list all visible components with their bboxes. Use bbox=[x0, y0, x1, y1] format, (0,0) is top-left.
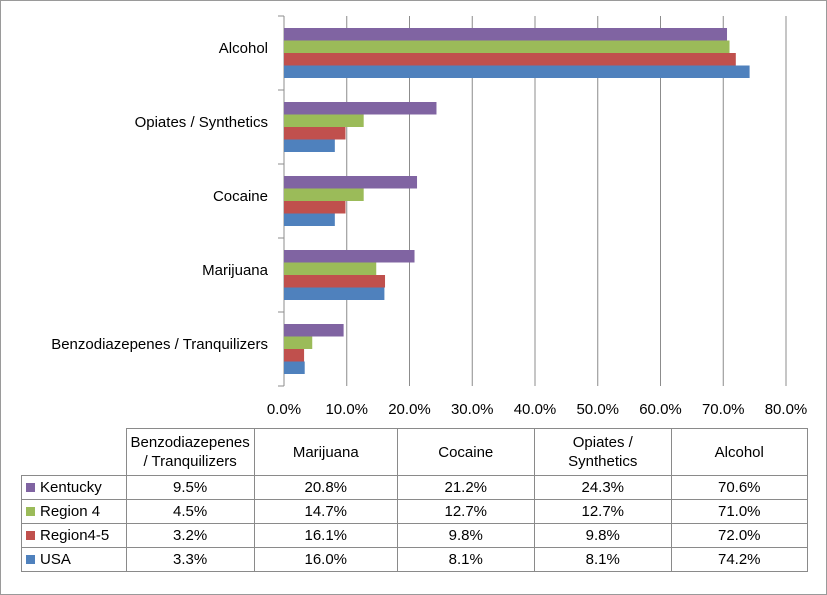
table-cell: 16.0% bbox=[253, 547, 398, 572]
chart: 0.0% 10.0% 20.0% 30.0% 40.0% 50.0% 60.0% 70.0% 8… bbox=[51, 15, 808, 418]
table-cell: 9.8% bbox=[396, 523, 535, 548]
table-cell: 12.7% bbox=[533, 499, 672, 524]
table-header-row: Benzodiazepenes / Tranquilizers Marijuana… bbox=[22, 428, 808, 476]
legend-entry: USA bbox=[21, 547, 127, 572]
legend-label: Region4-5 bbox=[40, 527, 110, 544]
y-tick-label: Benzodiazepenes / Tranquilizers bbox=[51, 336, 268, 353]
bar bbox=[284, 28, 728, 41]
bar bbox=[284, 188, 364, 201]
x-tick-label: 10.0% bbox=[325, 401, 368, 418]
bar bbox=[284, 336, 313, 349]
y-tick-label: Opiates / Synthetics bbox=[135, 114, 268, 131]
y-tick-label: Cocaine bbox=[213, 188, 268, 205]
bar bbox=[284, 176, 418, 189]
legend-entry: Region 4 bbox=[21, 499, 127, 524]
bar bbox=[284, 40, 730, 53]
table-cell: 71.0% bbox=[670, 499, 808, 524]
x-tick-label: 80.0% bbox=[765, 401, 808, 418]
bar bbox=[284, 213, 335, 226]
table-header-cell: Benzodiazepenes / Tranquilizers bbox=[125, 428, 255, 476]
x-tick-label: 70.0% bbox=[702, 401, 745, 418]
table-cell: 12.7% bbox=[396, 499, 535, 524]
legend-label: Kentucky bbox=[40, 479, 102, 496]
x-tick-label: 40.0% bbox=[514, 401, 557, 418]
bar bbox=[284, 127, 346, 140]
x-tick-label: 60.0% bbox=[639, 401, 682, 418]
bar bbox=[284, 250, 415, 263]
table-cell: 3.2% bbox=[125, 523, 255, 548]
y-tick-label: Alcohol bbox=[219, 40, 268, 57]
table-cell: 20.8% bbox=[253, 475, 398, 500]
table-row: USA 3.3% 16.0% 8.1% 8.1% 74.2% bbox=[21, 547, 808, 572]
table-row: Kentucky 9.5% 20.8% 21.2% 24.3% 70.6% bbox=[21, 475, 808, 500]
table-cell: 74.2% bbox=[670, 547, 808, 572]
table-header-cell: Cocaine bbox=[396, 428, 535, 476]
bar bbox=[284, 275, 386, 288]
table-cell: 70.6% bbox=[670, 475, 808, 500]
legend-entry: Kentucky bbox=[21, 475, 127, 500]
bar bbox=[284, 114, 364, 127]
bar bbox=[284, 287, 385, 300]
legend-swatch bbox=[26, 507, 35, 516]
table-cell: 8.1% bbox=[396, 547, 535, 572]
legend-swatch bbox=[26, 555, 35, 564]
table-cell: 8.1% bbox=[533, 547, 672, 572]
x-tick-label: 50.0% bbox=[576, 401, 619, 418]
table-header-cell: Marijuana bbox=[253, 428, 398, 476]
bar bbox=[284, 349, 305, 362]
table-cell: 14.7% bbox=[253, 499, 398, 524]
y-tick-label: Marijuana bbox=[202, 262, 269, 279]
bar bbox=[284, 65, 750, 78]
table-cell: 3.3% bbox=[125, 547, 255, 572]
bar bbox=[284, 262, 377, 275]
table-row: Region 4 4.5% 14.7% 12.7% 12.7% 71.0% bbox=[21, 499, 808, 524]
bar bbox=[284, 102, 437, 115]
table-cell: 9.8% bbox=[533, 523, 672, 548]
table-cell: 4.5% bbox=[125, 499, 255, 524]
table-cell: 16.1% bbox=[253, 523, 398, 548]
x-tick-label: 30.0% bbox=[451, 401, 494, 418]
table-cell: 24.3% bbox=[533, 475, 672, 500]
x-tick-label: 0.0% bbox=[267, 401, 301, 418]
table-cell: 72.0% bbox=[670, 523, 808, 548]
table-cell: 21.2% bbox=[396, 475, 535, 500]
table-header-cell: Alcohol bbox=[670, 428, 808, 476]
legend-label: Region 4 bbox=[40, 503, 101, 520]
bar bbox=[284, 361, 305, 374]
legend-swatch bbox=[26, 483, 35, 492]
x-tick-label: 20.0% bbox=[388, 401, 431, 418]
table-header-cell: Opiates / Synthetics bbox=[533, 428, 672, 476]
bar bbox=[284, 53, 736, 66]
legend-swatch bbox=[26, 531, 35, 540]
bar bbox=[284, 324, 344, 337]
data-table: Benzodiazepenes / Tranquilizers Marijuana… bbox=[21, 428, 808, 572]
table-corner bbox=[22, 429, 127, 476]
table-cell: 9.5% bbox=[125, 475, 255, 500]
legend-entry: Region4-5 bbox=[21, 523, 127, 548]
table-row: Region4-5 3.2% 16.1% 9.8% 9.8% 72.0% bbox=[21, 523, 808, 548]
bar bbox=[284, 201, 346, 214]
bar bbox=[284, 139, 335, 152]
legend-label: USA bbox=[40, 551, 71, 568]
